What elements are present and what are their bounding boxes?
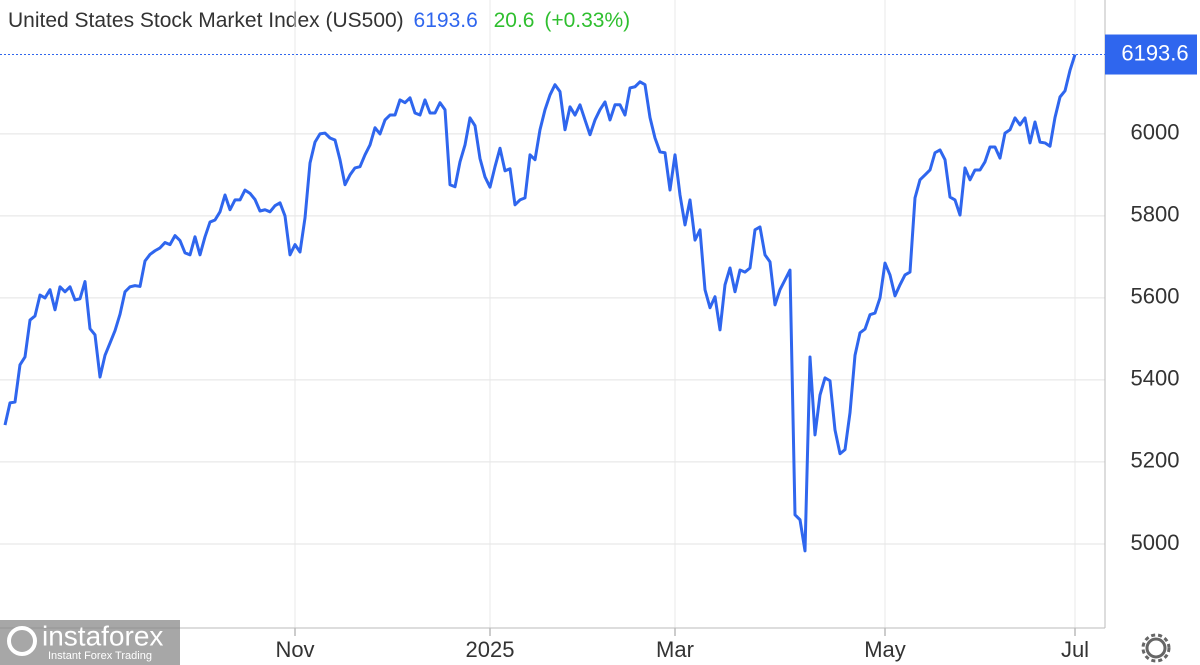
y-tick-label: 5800 — [1131, 202, 1180, 227]
settings-button[interactable] — [1141, 633, 1171, 663]
change-percent: (+0.33%) — [544, 9, 630, 32]
last-price-tag — [1105, 34, 1197, 75]
watermark-subtitle: Instant Forex Trading — [48, 650, 152, 662]
y-tick-label: 5400 — [1131, 366, 1180, 391]
watermark-bg — [0, 620, 180, 665]
watermark-icon — [7, 626, 37, 656]
settings-icon[interactable] — [1145, 637, 1167, 659]
y-tick-label: 6000 — [1131, 120, 1180, 145]
change: 20.6 — [494, 9, 535, 32]
x-tick-label: Jul — [1061, 637, 1089, 662]
x-tick-label: 2025 — [466, 637, 515, 662]
price-line — [3, 54, 1077, 553]
y-tick-label: 5200 — [1131, 448, 1180, 473]
y-tick-label: 5600 — [1131, 284, 1180, 309]
chart-header: United States Stock Market Index (US500)… — [8, 9, 630, 32]
x-tick-label: Mar — [656, 637, 694, 662]
last-price-label: 6193.6 — [1121, 40, 1188, 65]
watermark: instaforex Instant Forex Trading — [0, 620, 180, 665]
x-tick-label: Nov — [275, 637, 314, 662]
chart-title: United States Stock Market Index (US500) — [8, 9, 404, 32]
watermark-title: instaforex — [42, 620, 163, 651]
settings-teeth[interactable] — [1141, 633, 1171, 663]
x-tick-label: May — [864, 637, 906, 662]
y-tick-label: 5000 — [1131, 530, 1180, 555]
last-price: 6193.6 — [414, 9, 478, 32]
